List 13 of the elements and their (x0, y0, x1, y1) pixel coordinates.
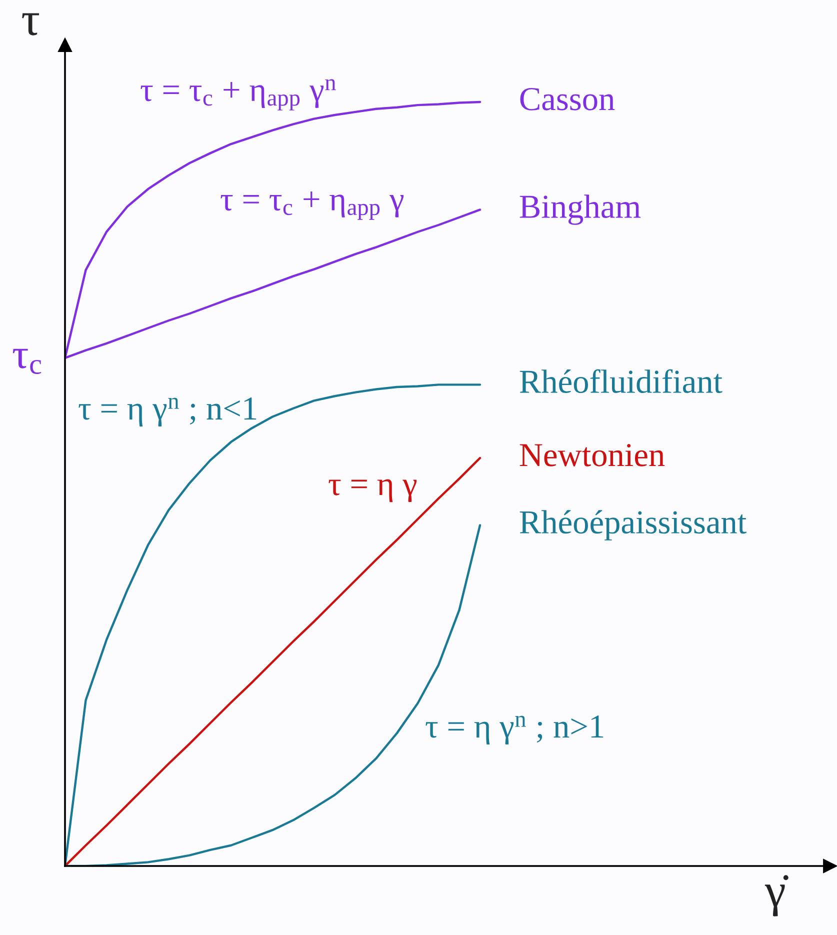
series-label: Rhéoépaississant (520, 510, 746, 540)
series-label: Rhéofluidifiant (520, 369, 722, 394)
series-label: Casson (520, 88, 615, 110)
series-label: Bingham (520, 194, 641, 225)
annotation: τ = η γ (328, 479, 417, 502)
text: γ̇ (764, 875, 788, 916)
annotation: τ = η γ$^{n}$ ; n<1 (78, 397, 256, 427)
annotation: τ = τ$_{c}$ + η$_{app}$ γ$^{n}$ (140, 79, 336, 110)
annotation: τ = η γ$^{n}$ ; n>1 (426, 715, 604, 745)
text: τ$_{c}$ (12, 348, 42, 374)
series-label: Newtonien (520, 444, 665, 466)
y-axis-title: τ (22, 13, 40, 36)
annotation: τ = τ$_{c}$ + η$_{app}$ γ (220, 191, 404, 220)
